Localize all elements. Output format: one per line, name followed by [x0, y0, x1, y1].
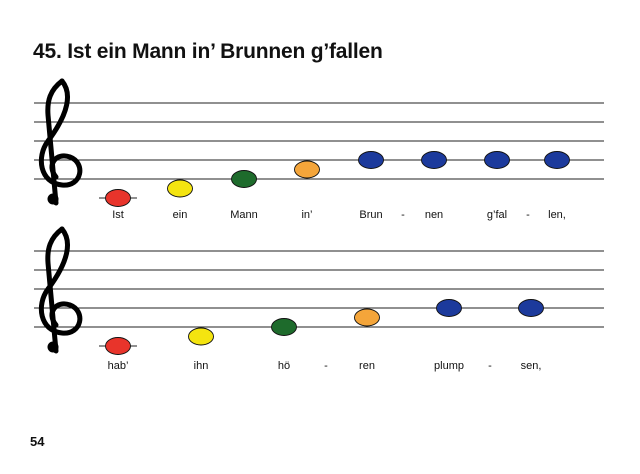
lyric-syllable: plump [434, 360, 464, 372]
lyric-syllable: ihn [193, 360, 209, 372]
lyric-hyphen: - [526, 209, 530, 221]
lyric-syllable: hab’ [107, 360, 129, 372]
note-blue [436, 299, 462, 317]
lyric-syllable: ren [359, 360, 375, 372]
note-orange [354, 308, 380, 327]
lyric-syllable: nen [424, 209, 444, 221]
lyric-syllable: Brun [359, 209, 383, 221]
note-green [231, 170, 257, 188]
note-blue [358, 151, 384, 169]
lyric-hyphen: - [324, 360, 328, 372]
note-red [105, 189, 131, 207]
lyric-syllable: in’ [301, 209, 313, 221]
song-title: 45. Ist ein Mann in’ Brunnen g’fallen [33, 40, 383, 63]
notes-row-2 [99, 299, 544, 355]
note-green [271, 318, 297, 336]
lyric-syllable: sen, [520, 360, 542, 372]
note-blue [484, 151, 510, 169]
note-blue [518, 299, 544, 317]
lyric-syllable: ein [172, 209, 188, 221]
lyric-syllable: len, [548, 209, 566, 221]
lyric-syllable: Mann [230, 209, 258, 221]
lyric-syllable: g’fal [486, 209, 508, 221]
note-blue [544, 151, 570, 169]
note-yellow [167, 179, 193, 198]
lyric-syllable: Ist [112, 209, 124, 221]
page-number: 54 [30, 434, 45, 449]
treble-clef-icon [38, 78, 83, 206]
treble-clef-icon [38, 226, 83, 354]
lyric-hyphen: - [488, 360, 492, 372]
note-red [105, 337, 131, 355]
note-blue [421, 151, 447, 169]
staff-system-2 [34, 226, 604, 355]
lyric-syllable: hö [277, 360, 291, 372]
lyric-hyphen: - [401, 209, 405, 221]
staff-system-1 [34, 78, 604, 207]
staff-lines [34, 250, 604, 328]
notes-row-1 [99, 151, 570, 207]
note-orange [294, 160, 320, 179]
note-yellow [188, 327, 214, 346]
